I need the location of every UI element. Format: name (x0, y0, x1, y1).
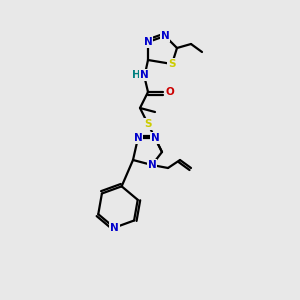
Text: S: S (144, 119, 152, 129)
Text: O: O (166, 87, 174, 97)
Text: N: N (160, 31, 169, 41)
Text: N: N (148, 160, 156, 170)
Text: S: S (168, 59, 176, 69)
Text: N: N (110, 223, 119, 233)
Text: N: N (151, 133, 159, 143)
Text: N: N (134, 133, 142, 143)
Text: N: N (140, 70, 148, 80)
Text: N: N (144, 37, 152, 47)
Text: H: H (132, 70, 140, 80)
